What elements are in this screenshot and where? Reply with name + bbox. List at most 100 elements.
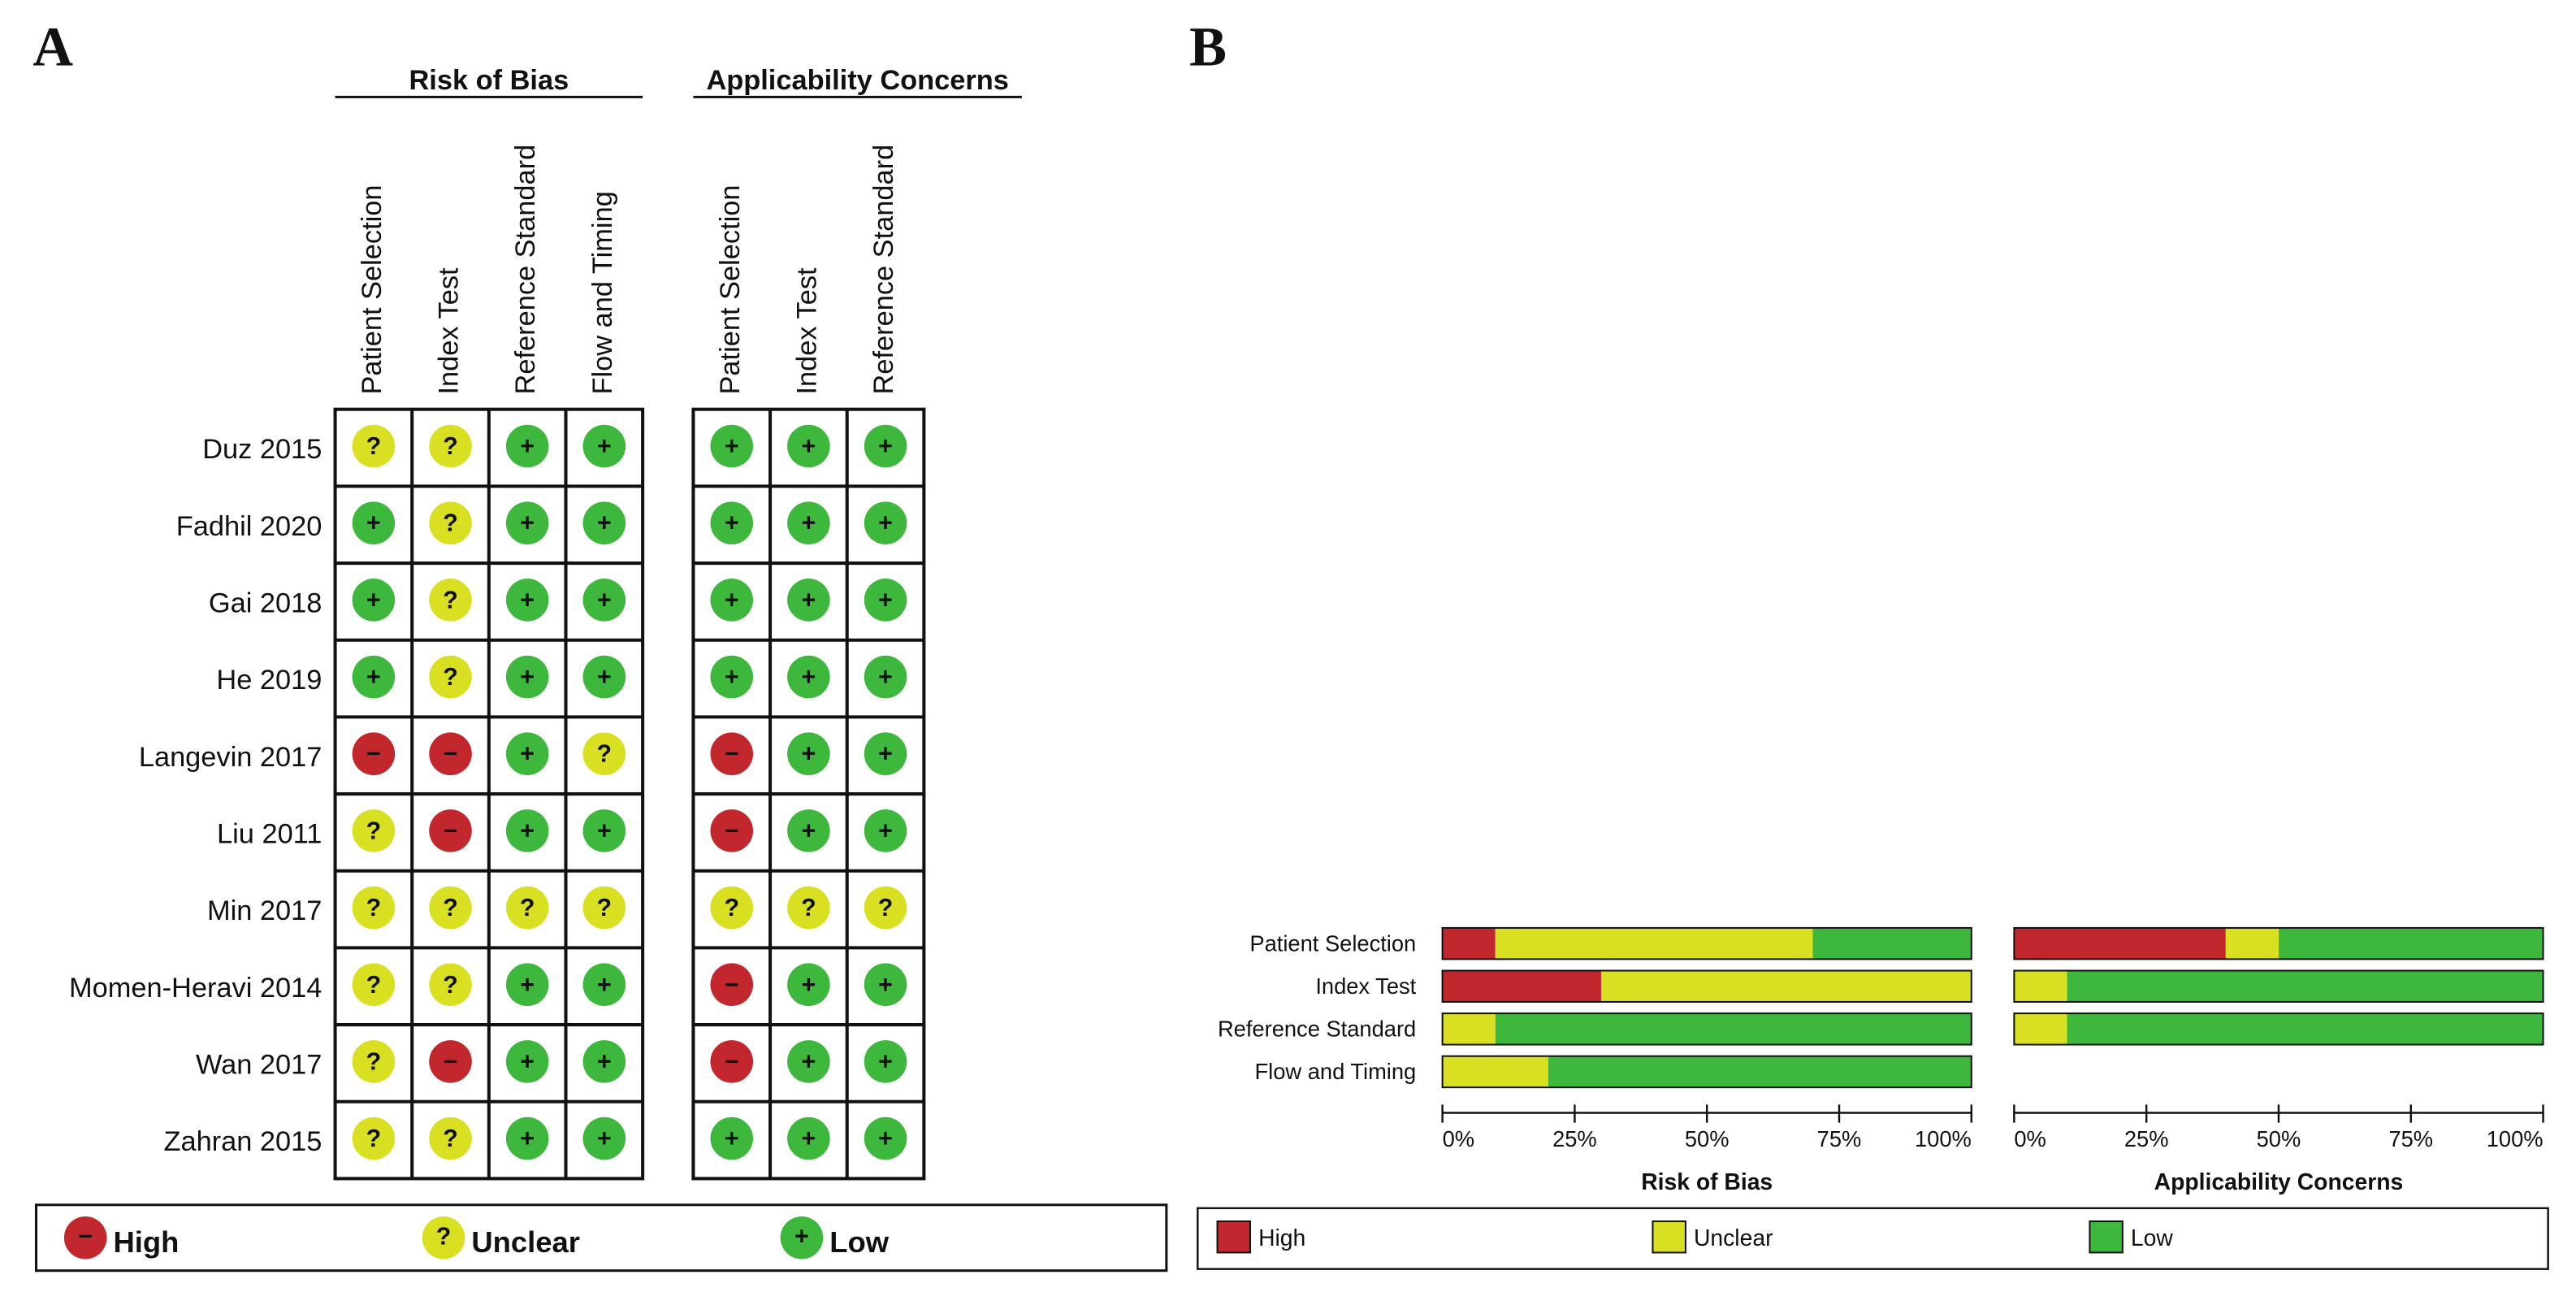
legend-label: Unclear: [1694, 1225, 1773, 1251]
judgement-circle: [352, 501, 396, 544]
judgement-circle: [352, 1040, 396, 1083]
judgement-circle: [352, 886, 396, 930]
judgement-symbol: +: [597, 1125, 612, 1152]
judgement-symbol: +: [802, 664, 816, 691]
judgement-circle: [505, 501, 549, 544]
judgement-symbol: +: [520, 510, 535, 537]
judgement-circle: [787, 579, 830, 622]
judgement-circle: [864, 655, 907, 699]
judgement-circle: [710, 501, 754, 544]
bar-outline: [1441, 969, 1972, 1003]
judgement-circle: [429, 963, 472, 1007]
judgement-symbol: +: [802, 1125, 816, 1152]
judgement-symbol: +: [366, 587, 381, 613]
judgement-circle: [787, 809, 830, 852]
judgement-symbol: +: [802, 587, 816, 613]
judgement-circle: [429, 809, 472, 852]
column-label: Index Test: [434, 267, 465, 395]
judgement-symbol: ?: [801, 895, 816, 921]
judgement-symbol: +: [878, 1048, 893, 1075]
judgement-circle: [710, 963, 754, 1007]
judgement-symbol: −: [444, 741, 458, 768]
judgement-symbol: +: [520, 817, 535, 844]
x-tick-label: 0%: [1443, 1126, 1474, 1151]
judgement-symbol: +: [878, 433, 893, 460]
judgement-symbol: ?: [366, 433, 382, 460]
group-title: Applicability Concerns: [706, 65, 1008, 96]
judgement-symbol: ?: [366, 1125, 382, 1152]
judgement-symbol: +: [597, 817, 612, 844]
bar-segment: [1495, 927, 1813, 960]
x-tick-label: 100%: [2487, 1126, 2544, 1151]
judgement-circle: [864, 1116, 907, 1160]
legend-circle: [780, 1216, 824, 1259]
column-label: Patient Selection: [357, 184, 387, 394]
judgement-symbol: ?: [597, 741, 613, 768]
judgement-symbol: ?: [520, 895, 535, 921]
judgement-symbol: ?: [366, 972, 382, 999]
bar-segment: [2014, 927, 2226, 960]
judgement-circle: [864, 886, 907, 930]
bar-segment: [2067, 1013, 2544, 1045]
judgement-symbol: ?: [366, 817, 382, 844]
judgement-circle: [864, 424, 907, 468]
study-label: He 2019: [216, 665, 322, 696]
judgement-symbol: +: [597, 1048, 612, 1075]
judgement-symbol: +: [802, 510, 816, 537]
judgement-symbol: ?: [443, 664, 458, 691]
judgement-circle: [505, 424, 549, 468]
judgement-circle: [710, 1116, 754, 1160]
judgement-symbol: ?: [443, 587, 458, 613]
legend-label: Low: [2131, 1225, 2173, 1251]
legend-swatch: [2089, 1220, 2124, 1254]
judgement-symbol: −: [725, 741, 739, 768]
judgement-symbol: +: [725, 510, 739, 537]
judgement-circle: [352, 579, 396, 622]
judgement-symbol: ?: [878, 895, 894, 921]
x-tick-label: 100%: [1915, 1126, 1972, 1151]
judgement-circle: [505, 963, 549, 1007]
judgement-symbol: −: [366, 741, 381, 768]
judgement-circle: [505, 732, 549, 775]
panel-label: A: [32, 16, 73, 78]
judgement-symbol: +: [725, 433, 739, 460]
x-tick-label: 50%: [2257, 1126, 2301, 1151]
judgement-circle: [352, 424, 396, 468]
bar-segment: [1442, 1056, 1548, 1088]
bar-segment: [1442, 970, 1601, 1002]
judgement-symbol: +: [597, 510, 612, 537]
group-title: Risk of Bias: [409, 65, 569, 96]
column-label: Patient Selection: [715, 184, 746, 394]
judgement-symbol: ?: [366, 1048, 382, 1075]
x-tick-label: 25%: [1552, 1126, 1597, 1151]
judgement-circle: [505, 1040, 549, 1083]
category-label: Patient Selection: [1249, 930, 1416, 956]
judgement-circle: [710, 732, 754, 775]
judgement-circle: [582, 424, 626, 468]
judgement-circle: [582, 579, 626, 622]
judgement-symbol: ?: [597, 895, 613, 921]
judgement-symbol: ?: [443, 1125, 458, 1152]
bar-segment: [2278, 927, 2544, 960]
study-label: Langevin 2017: [139, 742, 323, 773]
category-label: Reference Standard: [1218, 1017, 1416, 1042]
judgement-symbol: +: [878, 510, 893, 537]
judgement-circle: [710, 809, 754, 852]
x-tick-label: 75%: [1817, 1126, 1862, 1151]
bar-outline: [2013, 926, 2544, 960]
judgement-symbol: +: [366, 664, 381, 691]
judgement-circle: [352, 963, 396, 1007]
judgement-symbol: +: [725, 1125, 739, 1152]
judgement-circle: [352, 1116, 396, 1160]
judgement-symbol: +: [878, 741, 893, 768]
bar-outline: [1441, 926, 1972, 960]
legend-circle: [422, 1216, 465, 1259]
judgement-circle: [787, 963, 830, 1007]
judgement-symbol: ?: [366, 895, 382, 921]
judgement-symbol: +: [520, 664, 535, 691]
study-label: Wan 2017: [196, 1050, 322, 1081]
judgement-circle: [429, 732, 472, 775]
legend-circle: [63, 1216, 107, 1259]
judgement-symbol: +: [597, 433, 612, 460]
